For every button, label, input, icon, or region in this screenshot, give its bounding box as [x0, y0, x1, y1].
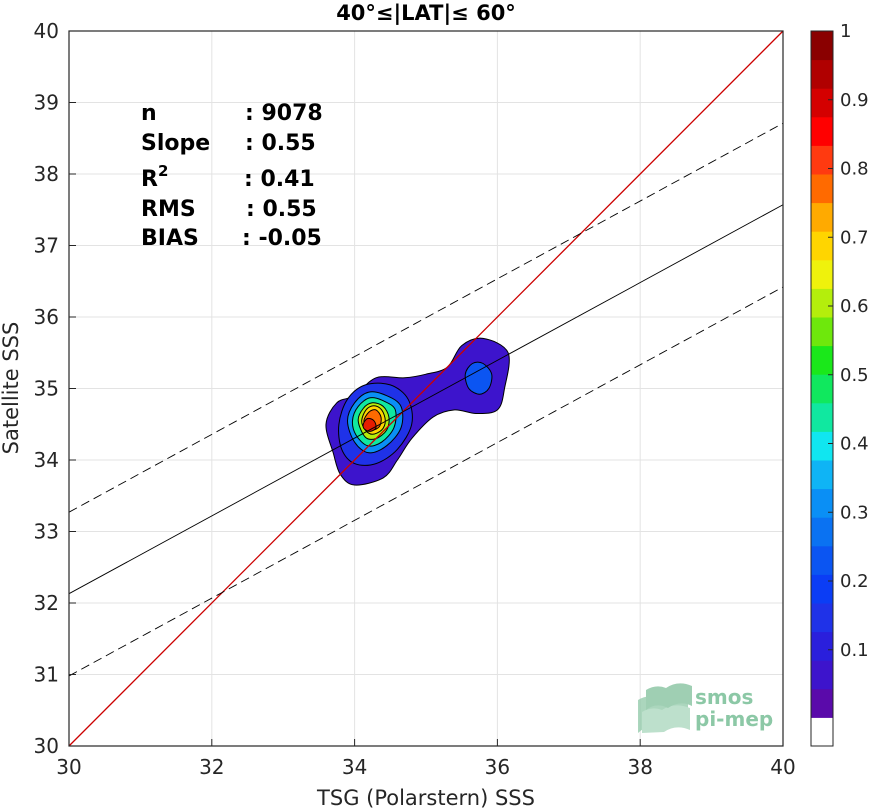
grid [68, 30, 784, 747]
y-tick-label: 34 [34, 448, 59, 472]
colorbar-tick-label: 1 [840, 21, 851, 42]
density-contour-0.25 [464, 361, 493, 395]
y-tick-label: 40 [34, 19, 59, 43]
colorbar-segment [811, 431, 833, 461]
colorbar-tick-label: 0.5 [840, 365, 869, 386]
stat-value: : -0.05 [242, 226, 322, 251]
y-tick-label: 31 [34, 663, 59, 687]
upper-bound-line [68, 122, 784, 513]
y-axis-label: Satellite SSS [0, 322, 23, 455]
colorbar-segment [811, 574, 833, 604]
logo-text-pi-mep: pi-mep [695, 707, 773, 731]
stat-value: : 0.55 [246, 197, 317, 222]
colorbar-segment [811, 545, 833, 575]
colorbar-tick-label: 0.1 [840, 640, 869, 661]
colorbar [811, 31, 833, 747]
density-contours [325, 337, 510, 486]
colorbar-segment [811, 59, 833, 89]
stat-label: RMS [141, 197, 196, 222]
colorbar-segment [811, 631, 833, 661]
logo-wave-icon [638, 683, 692, 733]
colorbar-segment [811, 202, 833, 232]
colorbar-segment [811, 317, 833, 347]
colorbar-tick-label: 0.2 [840, 571, 869, 592]
colorbar-tick-label: 0.9 [840, 90, 869, 111]
colorbar-tick-label: 0.3 [840, 502, 869, 523]
stat-value: : 0.41 [244, 167, 315, 192]
x-tick-label: 32 [199, 755, 224, 779]
y-tick-label: 36 [34, 305, 59, 329]
colorbar-segment [811, 31, 833, 61]
x-axis-ticks: 30 32 34 36 38 40 [56, 739, 796, 779]
colorbar-segment [811, 116, 833, 146]
colorbar-tick-label: 0.6 [840, 296, 869, 317]
colorbar-segment [811, 174, 833, 204]
colorbar-segment [811, 688, 833, 718]
colorbar-segment [811, 345, 833, 375]
colorbar-tick-label: 0.8 [840, 159, 869, 180]
colorbar-segment [811, 288, 833, 318]
y-tick-label: 30 [34, 734, 59, 758]
colorbar-segment [811, 145, 833, 175]
y-tick-label: 32 [34, 591, 59, 615]
y-tick-label: 33 [34, 520, 59, 544]
smos-pi-mep-logo: smos pi-mep [638, 683, 773, 733]
colorbar-segment [811, 488, 833, 518]
y-tick-label: 39 [34, 91, 59, 115]
colorbar-tick-label: 0.7 [840, 227, 869, 248]
x-tick-label: 30 [56, 755, 81, 779]
x-tick-label: 36 [485, 755, 510, 779]
x-tick-label: 34 [342, 755, 367, 779]
lower-bound-line [68, 286, 784, 677]
colorbar-segment [811, 460, 833, 490]
stat-value: : 9078 [245, 101, 323, 126]
colorbar-segment [811, 517, 833, 547]
colorbar-tick-label: 0.4 [840, 434, 869, 455]
stat-label: Slope [141, 131, 210, 156]
colorbar-ticks: 0.1 0.2 0.3 0.4 0.5 0.6 0.7 0.8 0.9 1 [828, 21, 869, 661]
x-axis-label: TSG (Polarstern) SSS [316, 786, 535, 810]
regression-line [68, 204, 784, 595]
y-axis-ticks: 30 31 32 33 34 35 36 37 38 39 40 [34, 19, 76, 758]
colorbar-segment [811, 231, 833, 261]
y-tick-label: 37 [34, 234, 59, 258]
y-tick-label: 35 [34, 377, 59, 401]
stat-label: BIAS [141, 226, 199, 251]
colorbar-segment [811, 259, 833, 289]
colorbar-segment [811, 660, 833, 690]
colorbar-frame [810, 30, 834, 747]
reference-lines [68, 30, 784, 747]
y-tick-label: 38 [34, 162, 59, 186]
x-tick-label: 40 [770, 755, 795, 779]
colorbar-segment [811, 374, 833, 404]
x-tick-label: 38 [627, 755, 652, 779]
logo-text-smos: smos [695, 685, 753, 709]
stat-value: : 0.55 [245, 131, 316, 156]
identity-line [68, 30, 784, 747]
colorbar-segment [811, 88, 833, 118]
colorbar-segment [811, 717, 833, 747]
stat-label: n [141, 101, 157, 126]
colorbar-segment [811, 402, 833, 432]
colorbar-segment [811, 603, 833, 633]
chart-title: 40°≤|LAT|≤ 60° [336, 1, 516, 26]
